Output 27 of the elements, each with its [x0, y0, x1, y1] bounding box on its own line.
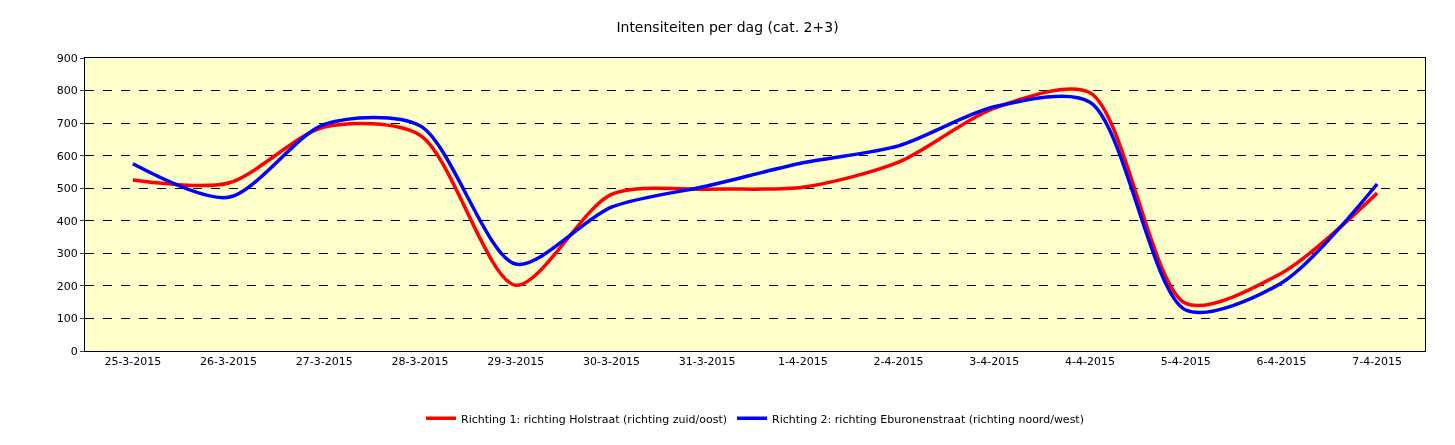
x-tick-label: 26-3-2015	[200, 355, 258, 369]
x-tick-label: 31-3-2015	[678, 355, 736, 369]
chart-title: Intensiteiten per dag (cat. 2+3)	[616, 19, 839, 36]
x-tick-label: 5-4-2015	[1160, 355, 1211, 369]
x-tick-label: 30-3-2015	[582, 355, 640, 369]
x-tick-label: 2-4-2015	[873, 355, 924, 369]
y-tick-label: 900	[56, 51, 78, 65]
legend-label: Richting 1: richting Holstraat (richting zuid/oost)	[461, 412, 728, 426]
x-tick-label: 7-4-2015	[1352, 355, 1403, 369]
x-tick-label: 27-3-2015	[295, 355, 353, 369]
x-tick-label: 25-3-2015	[104, 355, 162, 369]
x-tick-label: 4-4-2015	[1065, 355, 1115, 369]
y-tick-label: 800	[56, 84, 78, 98]
x-tick-label: 1-4-2015	[777, 355, 828, 369]
y-tick-label: 0	[70, 344, 78, 358]
x-tick-label: 28-3-2015	[391, 355, 449, 369]
y-tick-label: 200	[56, 279, 78, 293]
y-tick-label: 600	[56, 149, 78, 163]
y-tick-label: 500	[56, 182, 78, 196]
x-tick-label: 3-4-2015	[969, 355, 1020, 369]
y-tick-label: 300	[56, 247, 78, 261]
y-tick-label: 400	[56, 214, 78, 228]
x-tick-label: 29-3-2015	[487, 355, 545, 369]
y-tick-label: 700	[56, 116, 78, 130]
x-tick-label: 6-4-2015	[1256, 355, 1307, 369]
y-tick-label: 100	[56, 312, 78, 326]
legend-label: Richting 2: richting Eburonenstraat (richting noord/west)	[772, 412, 1084, 426]
